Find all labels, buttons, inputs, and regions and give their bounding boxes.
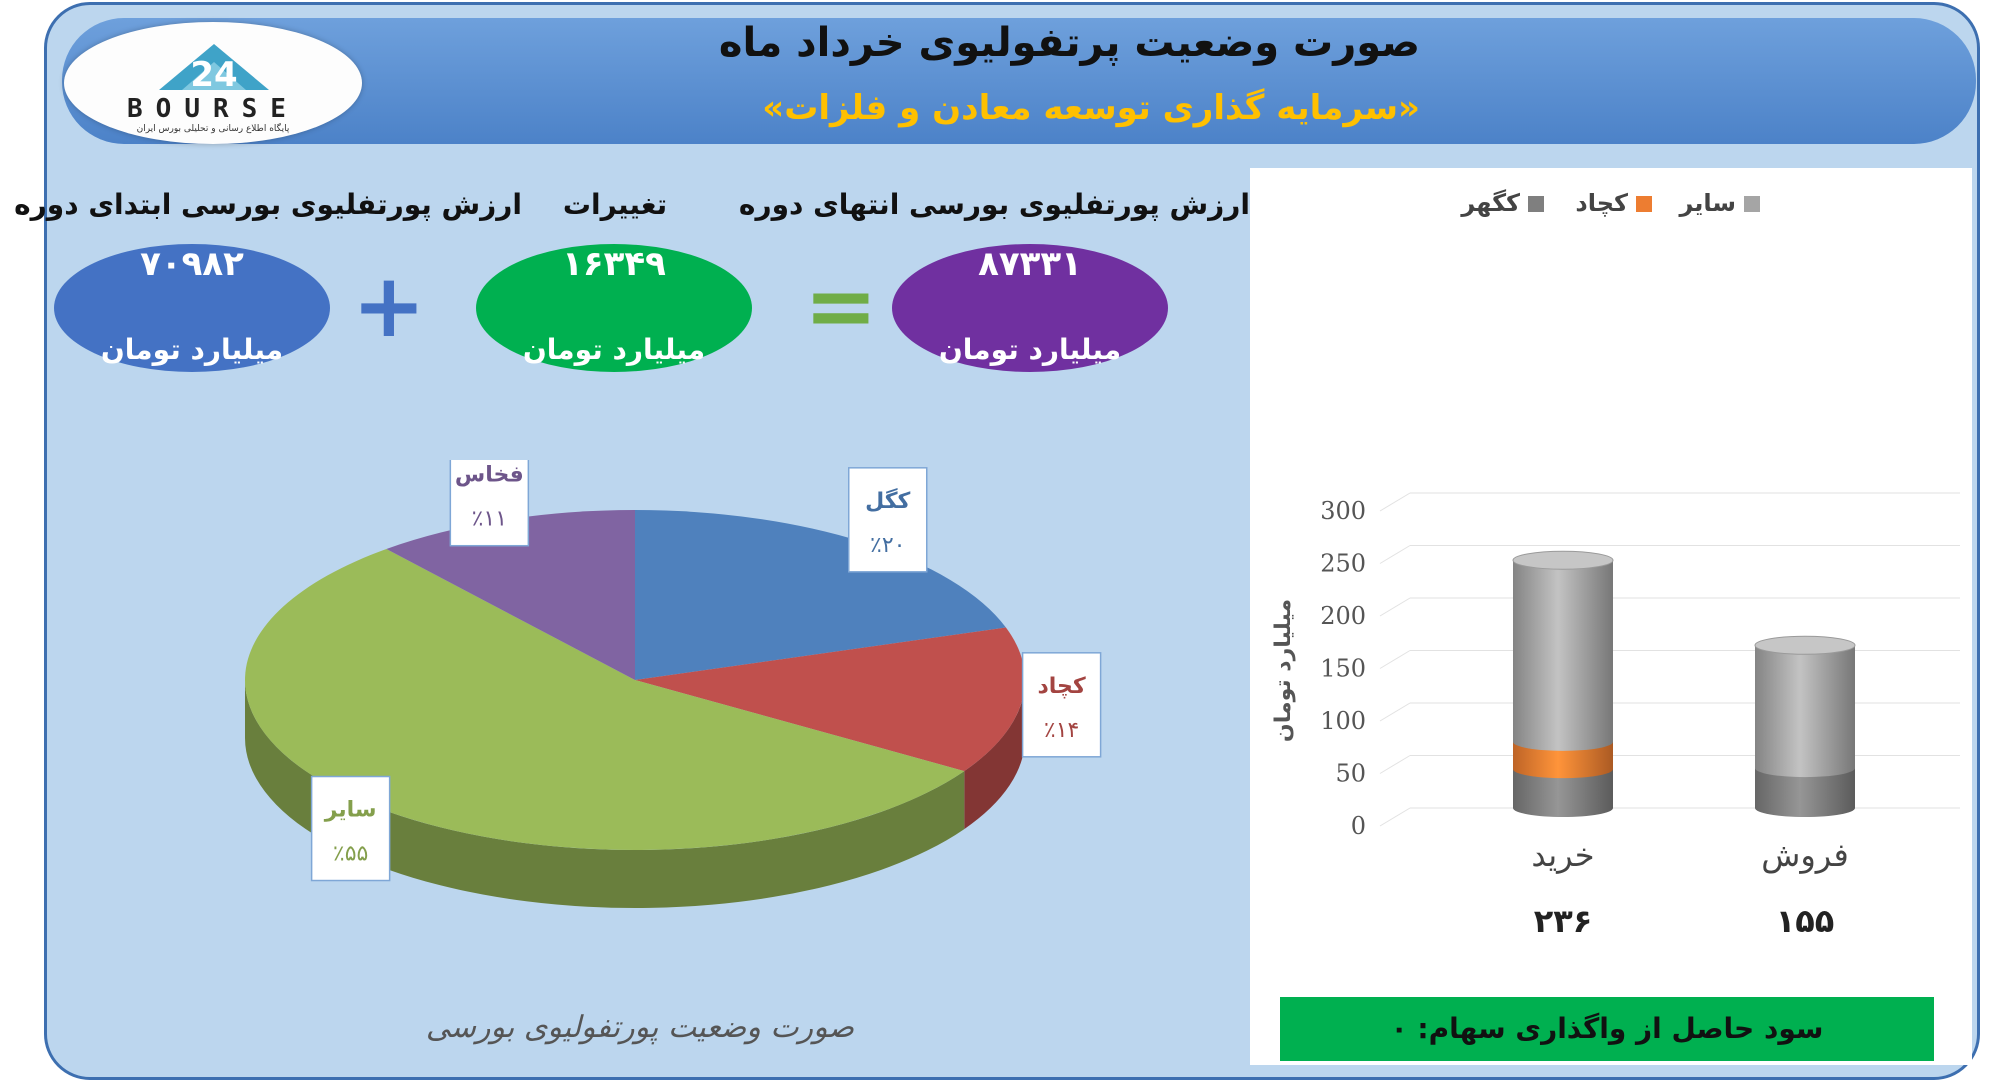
bar-segment-0-2 — [1513, 560, 1613, 751]
pie-label-3: فخاس ٪۱۱ — [449, 460, 530, 547]
y-tick-label: 100 — [1320, 707, 1366, 735]
legend-item-2: کگهر — [1460, 189, 1544, 217]
y-tick-label: 300 — [1320, 497, 1366, 525]
gridline-depth — [1379, 807, 1411, 827]
pie-label-name: کگل — [865, 487, 910, 514]
profit-banner: سود حاصل از واگذاری سهام: ۰ — [1280, 997, 1934, 1061]
bar-segment-0-1 — [1513, 741, 1613, 779]
change-label: تغییرات — [562, 188, 668, 221]
header-banner — [62, 18, 1976, 144]
gridline-depth — [1379, 755, 1411, 774]
pie-label-name: کچاد — [1038, 674, 1086, 699]
plus-sign: + — [352, 254, 426, 357]
portfolio-pie-chart: کگل ٪۲۰ کچاد ٪۱۴ سایر ٪۵۵ فخاس ٪۱۱ — [244, 460, 1102, 909]
legend-label: کچاد — [1575, 189, 1628, 217]
y-axis-label: میلیارد تومان — [1271, 599, 1296, 742]
gridline-depth — [1379, 650, 1411, 669]
page-subtitle: «سرمایه گذاری توسعه معادن و فلزات» — [762, 88, 1420, 128]
gridline-depth — [1379, 702, 1411, 722]
gridline-depth — [1379, 597, 1411, 617]
y-tick-label: 250 — [1320, 550, 1366, 578]
pie-label-value: ٪۱۱ — [472, 507, 507, 532]
bar-segment-1-0 — [1755, 768, 1855, 817]
svg-text:24: 24 — [190, 55, 237, 95]
start-value-label: ارزش پورتفلیوی بورسی ابتدای دوره — [14, 188, 522, 221]
bar-cap — [1754, 635, 1856, 655]
end-value-oval: ۸۷۳۳۱ میلیارد تومان — [892, 244, 1168, 372]
pie-slice-2 — [245, 549, 965, 850]
legend-label: کگهر — [1460, 189, 1520, 217]
change-value-unit: میلیارد تومان — [522, 333, 706, 366]
bar-segment-1-2 — [1755, 645, 1855, 778]
category-total: ۲۳۶ — [1534, 902, 1593, 940]
start-value-unit: میلیارد تومان — [100, 333, 284, 366]
pie-slice-1 — [635, 627, 1025, 772]
pie-slice-3 — [386, 510, 635, 680]
end-value-label: ارزش پورتفلیوی بورسی انتهای دوره — [738, 188, 1250, 221]
x-category-label: خرید — [1531, 836, 1594, 874]
legend-item-1: کچاد — [1575, 189, 1652, 217]
legend-label: سایر — [1678, 189, 1736, 217]
bourse-logo: 24 BOURSE پایگاه اطلاع رسانی و تحلیلی بو… — [64, 22, 362, 144]
pie-label-1: کچاد ٪۱۴ — [1021, 652, 1102, 758]
legend-item-0: سایر — [1678, 189, 1760, 217]
bar-cap — [1512, 550, 1614, 570]
pie-label-name: فخاس — [455, 463, 524, 488]
equals-sign: = — [804, 254, 878, 357]
pie-label-0: کگل ٪۲۰ — [847, 467, 928, 573]
pie-label-2: سایر ٪۵۵ — [310, 775, 391, 882]
start-value: ۷۰۹۸۲ — [140, 244, 244, 284]
y-tick-label: 150 — [1320, 655, 1366, 683]
pie-slice-0 — [635, 510, 1006, 680]
logo-mark-icon: 24 — [159, 44, 269, 95]
pie-side-1 — [964, 680, 1026, 830]
page-title: صورت وضعیت پرتفولیوی خرداد ماه — [718, 20, 1420, 66]
y-tick-label: 200 — [1320, 602, 1366, 630]
bar-segment-0-0 — [1513, 769, 1613, 817]
logo-text: BOURSE — [127, 94, 299, 124]
pie-label-value: ٪۲۰ — [870, 533, 905, 558]
gridline-depth — [1379, 545, 1411, 564]
category-total: ۱۵۵ — [1776, 902, 1835, 940]
end-value-unit: میلیارد تومان — [938, 333, 1122, 366]
gridline-depth — [1379, 492, 1411, 512]
pie-chart-title: صورت وضعیت پورتفولیوی بورسی — [425, 1010, 855, 1045]
change-value: ۱۶۳۴۹ — [562, 244, 666, 284]
change-value-oval: ۱۶۳۴۹ میلیارد تومان — [476, 244, 752, 372]
y-tick-label: 50 — [1335, 760, 1366, 788]
end-value: ۸۷۳۳۱ — [978, 244, 1082, 284]
pie-side-2 — [244, 680, 965, 909]
pie-label-name: سایر — [324, 798, 377, 823]
y-tick-label: 0 — [1351, 812, 1366, 840]
start-value-oval: ۷۰۹۸۲ میلیارد تومان — [54, 244, 330, 372]
x-category-label: فروش — [1761, 836, 1848, 874]
pie-label-value: ٪۱۴ — [1044, 718, 1079, 743]
logo-caption: پایگاه اطلاع رسانی و تحلیلی بورس ایران — [136, 124, 290, 134]
pie-label-value: ٪۵۵ — [333, 842, 368, 867]
trade-bar-chart: سایر کچاد کگهر 300 250 200 150 100 50 0 میلیارد تو… — [1271, 189, 1960, 940]
